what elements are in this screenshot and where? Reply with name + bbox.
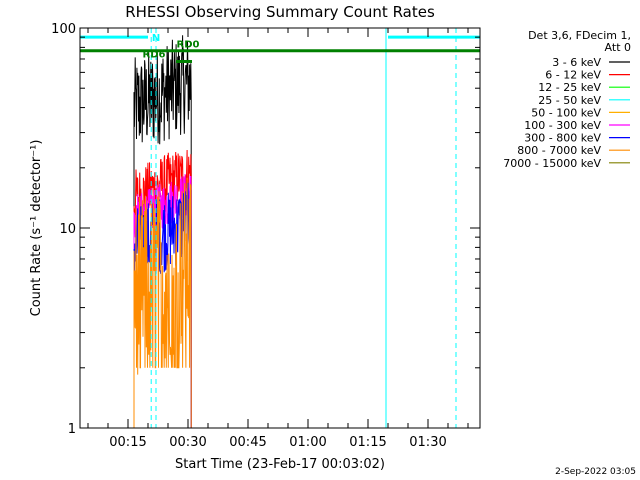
legend-header-line-1: Det 3,6, FDecim 1,: [528, 29, 631, 42]
y-tick-label: 100: [51, 22, 76, 37]
axes-group: 00:15 00:30 00:45 01:00 01:15 01:30 1 10 100: [51, 22, 480, 450]
x-tick-label: 00:15: [109, 435, 146, 450]
chart-title: RHESSI Observing Summary Count Rates: [125, 3, 435, 21]
data-series-group: [133, 35, 192, 428]
x-tick-label: 01:30: [409, 435, 446, 450]
vertical-markers-group: [150, 28, 457, 428]
legend-entry-label: 800 - 7000 keV: [517, 144, 601, 157]
x-tick-label: 00:45: [229, 435, 266, 450]
legend-entry-label: 100 - 300 keV: [524, 119, 601, 132]
y-axis-label: Count Rate (s⁻¹ detector⁻¹): [29, 140, 44, 317]
x-tick-label: 00:30: [169, 435, 206, 450]
legend-entry-label: 50 - 100 keV: [531, 106, 601, 119]
legend-header-line-2: Att 0: [605, 41, 631, 54]
x-tick-label: 01:00: [289, 435, 326, 450]
series-line-0: [133, 35, 192, 428]
footer-date: 2-Sep-2022 03:05: [555, 467, 636, 477]
legend-entry-label: 25 - 50 keV: [538, 94, 601, 107]
y-tick-label: 1: [68, 422, 76, 437]
legend-entry-label: 6 - 12 keV: [545, 69, 601, 82]
legend-entry-label: 12 - 25 keV: [538, 81, 601, 94]
status-bars-group: N RD0 RD6: [80, 33, 480, 63]
legend-entry-label: 300 - 800 keV: [524, 132, 601, 145]
x-axis-label: Start Time (23-Feb-17 00:03:02): [175, 457, 385, 472]
x-tick-label: 01:15: [349, 435, 386, 450]
status-bar-label-2: RD0: [177, 40, 200, 51]
y-tick-label: 10: [59, 222, 76, 237]
status-bar-label-0: N: [152, 33, 160, 44]
legend-entry-label: 3 - 6 keV: [552, 56, 601, 69]
series-line-7: [133, 177, 192, 428]
status-bar-label-3: RD6: [143, 49, 166, 60]
legend-entry-label: 7000 - 15000 keV: [503, 157, 601, 170]
